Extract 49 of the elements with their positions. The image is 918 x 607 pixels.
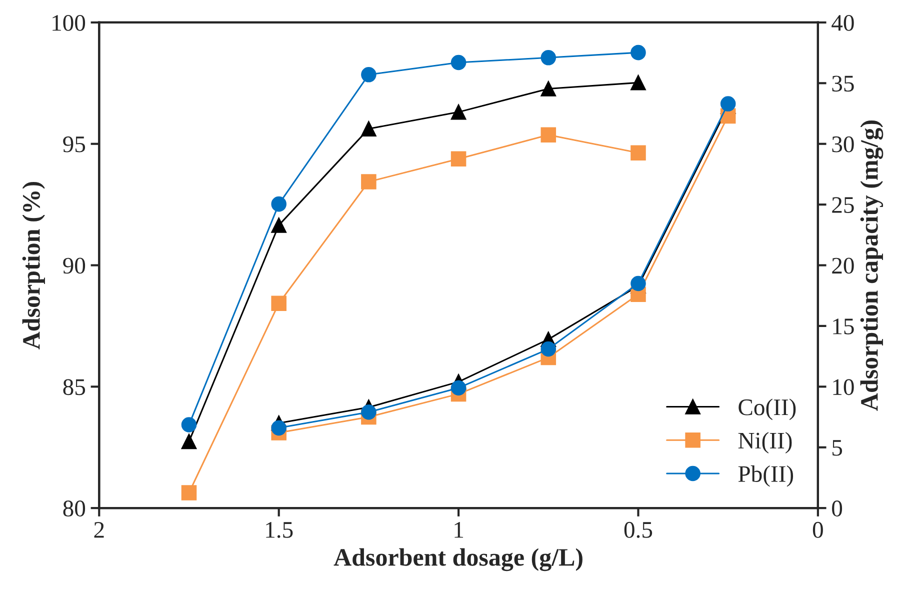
point xyxy=(361,121,376,136)
legend-label: Pb(II) xyxy=(738,465,794,487)
point xyxy=(630,44,646,60)
legend-label: Co(II) xyxy=(738,398,796,420)
y2-tick-label: 40 xyxy=(832,14,854,31)
point xyxy=(361,67,376,82)
y2-tick-label: 10 xyxy=(833,379,854,396)
point xyxy=(630,75,646,90)
point xyxy=(271,420,286,436)
y-tick-label: 100 xyxy=(52,14,86,31)
point xyxy=(540,127,556,143)
y-tick-label: 85 xyxy=(63,379,86,396)
point xyxy=(361,404,376,420)
point xyxy=(271,296,286,312)
y-tick-label: 90 xyxy=(63,258,86,274)
y2-tick-label: 35 xyxy=(832,76,854,92)
point xyxy=(450,104,466,120)
point xyxy=(540,81,556,96)
x-tick-label: 2 xyxy=(94,522,104,538)
x-tick-label: 1.5 xyxy=(266,522,293,538)
point xyxy=(271,218,286,233)
x-axis-title: Adsorbent dosage (g/L) xyxy=(334,548,582,572)
point xyxy=(181,434,197,450)
y2-tick-label: 0 xyxy=(832,500,842,516)
point xyxy=(540,50,556,66)
y-tick-label: 80 xyxy=(63,500,86,516)
y-tick-label: 95 xyxy=(63,136,86,152)
point xyxy=(720,96,736,112)
point xyxy=(630,276,646,292)
x-tick-label: 1 xyxy=(454,522,464,538)
point xyxy=(450,380,466,396)
point xyxy=(361,174,376,190)
point xyxy=(271,196,286,212)
point xyxy=(540,341,556,357)
y-axis-title: Adsorption (%) xyxy=(22,182,45,350)
y2-tick-label: 30 xyxy=(832,136,854,152)
y2-tick-label: 20 xyxy=(832,258,854,274)
y2-tick-label: 25 xyxy=(832,197,854,213)
point xyxy=(630,145,646,160)
x-tick-label: 0.5 xyxy=(624,522,652,538)
point xyxy=(181,417,197,432)
y2-axis-title: Adsorption capacity (mg/g) xyxy=(860,120,884,411)
point xyxy=(450,151,466,167)
point xyxy=(181,485,197,500)
point xyxy=(450,54,466,70)
x-tick-label: 0 xyxy=(812,522,823,538)
legend-label: Ni(II) xyxy=(738,432,792,454)
y2-tick-label: 5 xyxy=(832,440,842,456)
y2-tick-label: 15 xyxy=(833,318,854,334)
